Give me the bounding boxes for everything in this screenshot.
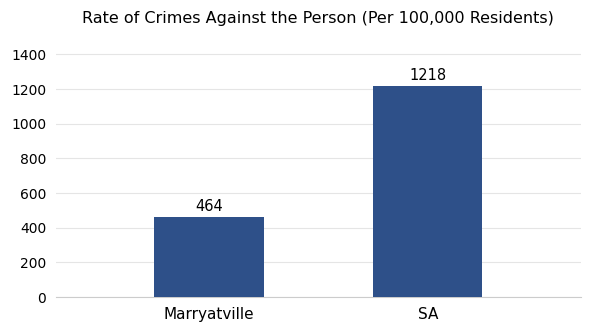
Text: 1218: 1218 (409, 68, 446, 83)
Title: Rate of Crimes Against the Person (Per 100,000 Residents): Rate of Crimes Against the Person (Per 1… (82, 11, 554, 26)
Bar (373, 86, 482, 297)
Text: 464: 464 (195, 199, 223, 214)
Bar (155, 217, 264, 297)
